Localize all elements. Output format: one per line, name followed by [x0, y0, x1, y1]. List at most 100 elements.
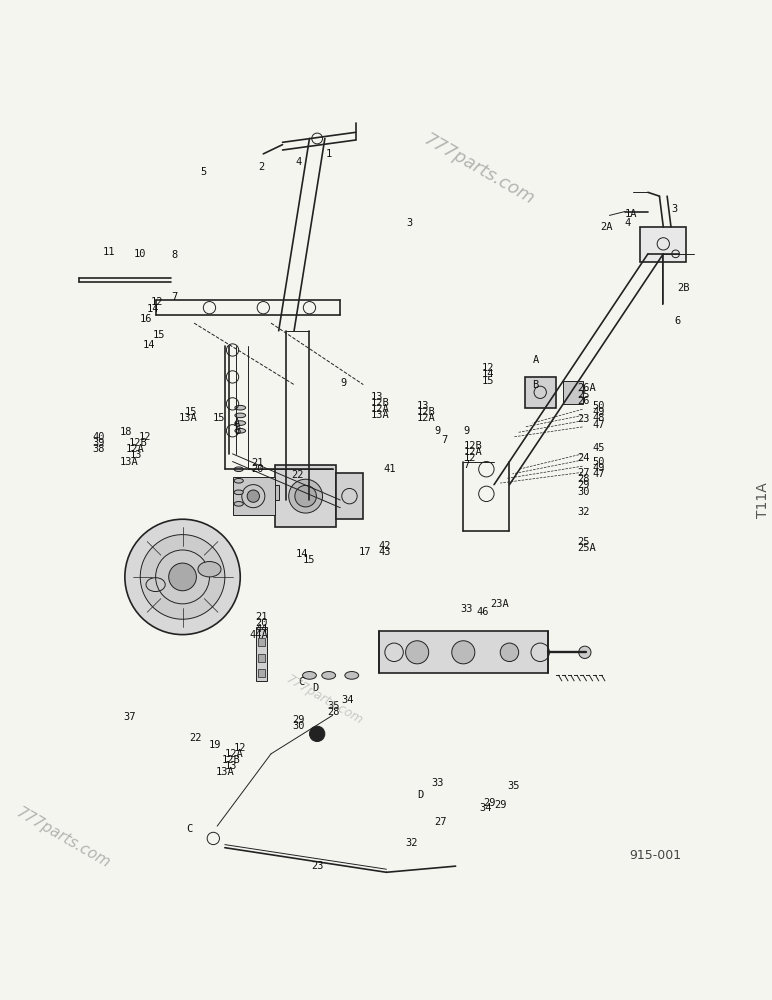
- Text: 13A: 13A: [371, 410, 390, 420]
- Text: 20: 20: [256, 618, 268, 628]
- Text: 44A: 44A: [249, 630, 268, 640]
- Text: 27: 27: [577, 468, 590, 478]
- Text: 13A: 13A: [120, 457, 139, 467]
- Text: 30: 30: [293, 721, 305, 731]
- Text: 12: 12: [482, 363, 494, 373]
- Text: 25A: 25A: [577, 543, 596, 553]
- Text: 49: 49: [593, 463, 605, 473]
- Bar: [337, 473, 364, 519]
- Text: 7: 7: [463, 460, 469, 470]
- Text: 34: 34: [341, 695, 354, 705]
- Text: 23A: 23A: [490, 599, 509, 609]
- Text: 12B: 12B: [463, 441, 482, 451]
- Circle shape: [125, 519, 240, 635]
- Text: 45: 45: [593, 443, 605, 453]
- Text: 12A: 12A: [417, 413, 436, 423]
- Text: 15: 15: [303, 555, 316, 565]
- Text: 42: 42: [379, 541, 391, 551]
- Text: 12: 12: [234, 743, 246, 753]
- Circle shape: [169, 563, 196, 591]
- Text: 29: 29: [293, 715, 305, 725]
- Circle shape: [141, 535, 225, 619]
- Ellipse shape: [322, 672, 336, 679]
- Text: 13: 13: [417, 401, 430, 411]
- Text: 15: 15: [185, 407, 197, 417]
- Circle shape: [247, 490, 259, 502]
- Text: 15: 15: [212, 413, 225, 423]
- Text: 30: 30: [577, 487, 590, 497]
- Text: 15: 15: [482, 376, 494, 386]
- Text: B: B: [533, 380, 539, 390]
- Text: 35: 35: [507, 781, 520, 791]
- Text: 12B: 12B: [417, 407, 436, 417]
- Text: 21: 21: [251, 458, 263, 468]
- Text: 3: 3: [671, 204, 677, 214]
- Bar: [258, 638, 265, 646]
- Text: 24: 24: [577, 453, 590, 463]
- Text: 7: 7: [442, 435, 448, 445]
- Text: 19: 19: [208, 740, 221, 750]
- Text: 23: 23: [311, 861, 323, 871]
- Text: B: B: [234, 426, 240, 436]
- Text: 5: 5: [200, 167, 206, 177]
- Text: C: C: [186, 824, 193, 834]
- Circle shape: [295, 485, 317, 507]
- Text: 12: 12: [151, 297, 164, 307]
- Text: 14: 14: [482, 369, 494, 379]
- Text: 22: 22: [189, 733, 201, 743]
- Circle shape: [289, 479, 323, 513]
- Text: 9: 9: [340, 378, 347, 388]
- Text: 777parts.com: 777parts.com: [14, 805, 113, 871]
- Text: 47: 47: [593, 469, 605, 479]
- Text: 915-001: 915-001: [629, 849, 682, 862]
- Text: 28: 28: [328, 707, 340, 717]
- Text: 26: 26: [577, 396, 590, 406]
- Ellipse shape: [235, 413, 245, 418]
- Text: 37: 37: [123, 712, 136, 722]
- Text: 12A: 12A: [126, 444, 145, 454]
- Text: 39: 39: [93, 438, 105, 448]
- Ellipse shape: [234, 502, 243, 506]
- Text: 28: 28: [577, 474, 590, 484]
- Text: 9: 9: [463, 426, 469, 436]
- Text: 12: 12: [138, 432, 151, 442]
- Text: 777parts.com: 777parts.com: [420, 130, 537, 208]
- Text: 25: 25: [577, 390, 590, 400]
- Text: 17: 17: [359, 547, 371, 557]
- Text: 4: 4: [296, 157, 302, 167]
- Bar: [564, 381, 583, 404]
- Ellipse shape: [198, 562, 221, 577]
- Text: 50: 50: [593, 457, 605, 467]
- Text: D: D: [417, 790, 423, 800]
- Text: 2A: 2A: [600, 222, 613, 232]
- Text: 23: 23: [577, 414, 590, 424]
- Text: 1A: 1A: [625, 209, 638, 219]
- Text: 32: 32: [577, 507, 590, 517]
- Text: 46: 46: [476, 607, 489, 617]
- Bar: [379, 631, 548, 673]
- Bar: [256, 627, 267, 681]
- Text: 38: 38: [93, 444, 105, 454]
- Circle shape: [579, 646, 591, 658]
- Text: 12A: 12A: [463, 447, 482, 457]
- Ellipse shape: [345, 672, 359, 679]
- Text: 15: 15: [152, 330, 165, 340]
- Text: 777parts.com: 777parts.com: [284, 673, 366, 727]
- Text: 22: 22: [291, 470, 303, 480]
- Text: 14: 14: [147, 304, 160, 314]
- Text: 4: 4: [625, 218, 631, 228]
- Text: 13: 13: [129, 450, 142, 460]
- Text: 41: 41: [384, 464, 396, 474]
- Text: 35: 35: [328, 701, 340, 711]
- Text: T11A: T11A: [757, 482, 770, 518]
- Text: 18: 18: [120, 427, 133, 437]
- Text: 29: 29: [577, 480, 590, 490]
- Ellipse shape: [234, 490, 243, 495]
- Text: 13A: 13A: [178, 413, 197, 423]
- Text: C: C: [299, 677, 305, 687]
- Text: 32: 32: [405, 838, 418, 848]
- Circle shape: [405, 641, 428, 664]
- Ellipse shape: [235, 421, 245, 425]
- Text: 8: 8: [171, 250, 177, 260]
- Text: 21: 21: [256, 612, 268, 622]
